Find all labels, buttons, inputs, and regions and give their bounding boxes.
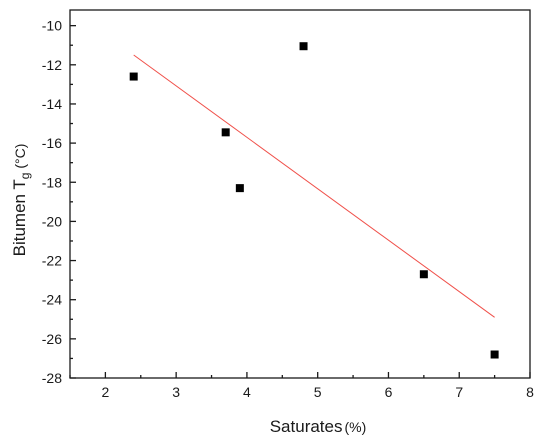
y-tick-label: -12 <box>42 57 62 73</box>
y-tick-label: -14 <box>42 96 62 112</box>
y-axis-title: Bitumen Tg (°C) <box>10 144 32 257</box>
fit-line-group <box>133 54 495 318</box>
plot-border <box>69 9 531 379</box>
y-tick-label: -18 <box>42 174 62 190</box>
y-axis-unit: (°C) <box>12 144 28 173</box>
y-tick-label: -28 <box>42 370 62 386</box>
data-point <box>129 72 138 81</box>
x-axis-unit: (%) <box>344 419 366 435</box>
data-point <box>299 42 308 51</box>
fit-line <box>133 54 495 318</box>
data-point <box>419 270 428 279</box>
x-tick-label: 2 <box>101 384 109 400</box>
x-tick-label: 4 <box>243 384 251 400</box>
y-tick-label: -16 <box>42 135 62 151</box>
data-point <box>221 128 230 137</box>
y-tick-label: -24 <box>42 292 62 308</box>
x-axis-label: Saturates <box>270 417 343 436</box>
data-point <box>235 184 244 193</box>
x-tick-label: 7 <box>455 384 463 400</box>
x-tick-label: 8 <box>526 384 534 400</box>
x-tick-label: 5 <box>314 384 322 400</box>
axis-ticks: 2 3 4 5 6 7 8 -28 -26 -24 -22 -20 -18 -16 -14 -12 -10 <box>42 18 534 400</box>
plot-frame <box>69 9 531 379</box>
x-axis-title: Saturates (%) <box>270 417 367 436</box>
y-axis-label: Bitumen T <box>10 179 29 256</box>
data-point <box>490 350 499 359</box>
y-tick-label: -26 <box>42 331 62 347</box>
x-tick-label: 6 <box>385 384 393 400</box>
data-points <box>129 42 499 359</box>
y-tick-label: -20 <box>42 213 62 229</box>
y-tick-label: -10 <box>42 18 62 34</box>
y-tick-label: -22 <box>42 253 62 269</box>
y-axis-subscript: g <box>18 173 32 180</box>
x-tick-label: 3 <box>172 384 180 400</box>
